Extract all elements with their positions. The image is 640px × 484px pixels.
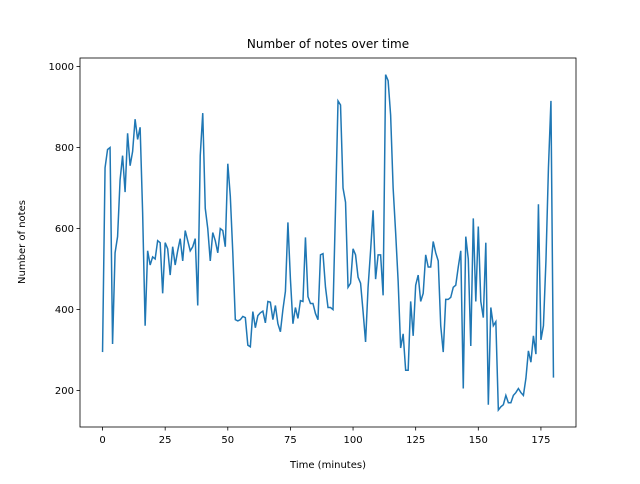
x-tick-label: 50 <box>221 435 234 446</box>
x-tick-label: 25 <box>159 435 172 446</box>
line <box>101 74 555 413</box>
y-tick-label: 600 <box>55 224 74 235</box>
y-tick-label: 800 <box>55 143 74 154</box>
x-tick-label: 175 <box>531 435 550 446</box>
chart-title: Number of notes over time <box>247 37 409 51</box>
x-tick-label: 150 <box>469 435 488 446</box>
x-tick-label: 125 <box>406 435 425 446</box>
plot-area <box>79 57 577 428</box>
y-tick-label: 400 <box>55 305 74 316</box>
x-tick-label: 75 <box>284 435 297 446</box>
x-tick-label: 100 <box>344 435 363 446</box>
y-axis-label: Number of notes <box>17 200 28 284</box>
x-tick-label: 0 <box>99 435 105 446</box>
x-axis-label: Time (minutes) <box>289 460 366 471</box>
y-tick-label: 200 <box>55 386 74 397</box>
y-tick-label: 1000 <box>49 62 74 73</box>
